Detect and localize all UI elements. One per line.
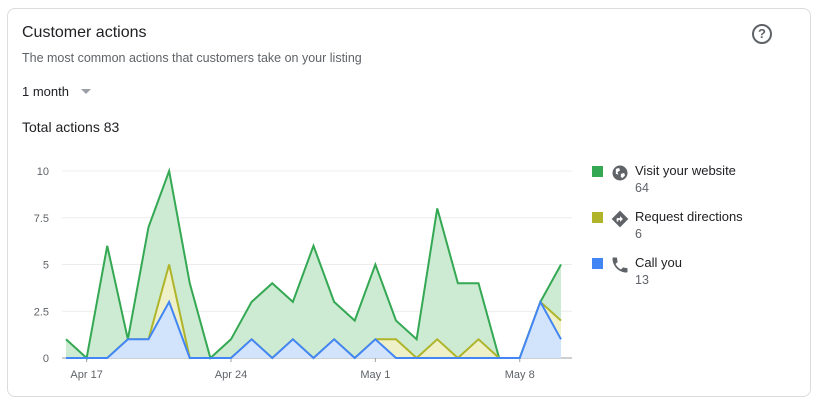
legend-item-call: Call you 13 [592,254,792,300]
legend-label-website: Visit your website [635,163,736,178]
y-tick-label: 5 [43,260,49,272]
x-tick-label: May 1 [360,369,390,381]
legend-count-call: 13 [635,273,649,287]
legend-label-directions: Request directions [635,209,743,224]
legend-count-directions: 6 [635,227,642,241]
line-visit-your-website [65,167,562,360]
caret-down-icon [80,89,91,94]
chart-legend: Visit your website 64 Request directions… [592,162,792,300]
y-tick-label: 2.5 [34,306,49,318]
y-tick-label: 7.5 [34,213,49,225]
legend-label-call: Call you [635,255,682,270]
legend-count-website: 64 [635,181,649,195]
card-title: Customer actions [22,24,147,41]
legend-swatch-call [592,258,603,269]
legend-swatch-website [592,166,603,177]
period-dropdown-label: 1 month [22,84,69,99]
area-call-you [66,301,561,358]
total-actions: Total actions 83 [22,119,120,135]
legend-item-website: Visit your website 64 [592,162,792,208]
x-tick-label: Apr 17 [70,369,102,381]
legend-swatch-directions [592,212,603,223]
area-visit-your-website [66,171,561,358]
globe-icon [612,165,628,181]
line-call-you [66,299,562,360]
period-dropdown[interactable]: 1 month [22,84,91,99]
help-icon[interactable]: ? [752,24,772,44]
y-tick-label: 10 [37,166,49,178]
phone-icon [612,257,628,273]
x-tick-label: Apr 24 [215,369,247,381]
legend-item-directions: Request directions 6 [592,208,792,254]
x-tick-label: May 8 [505,369,535,381]
card-subtitle: The most common actions that customers t… [22,51,362,65]
directions-icon [611,210,629,228]
y-tick-label: 0 [43,353,49,365]
